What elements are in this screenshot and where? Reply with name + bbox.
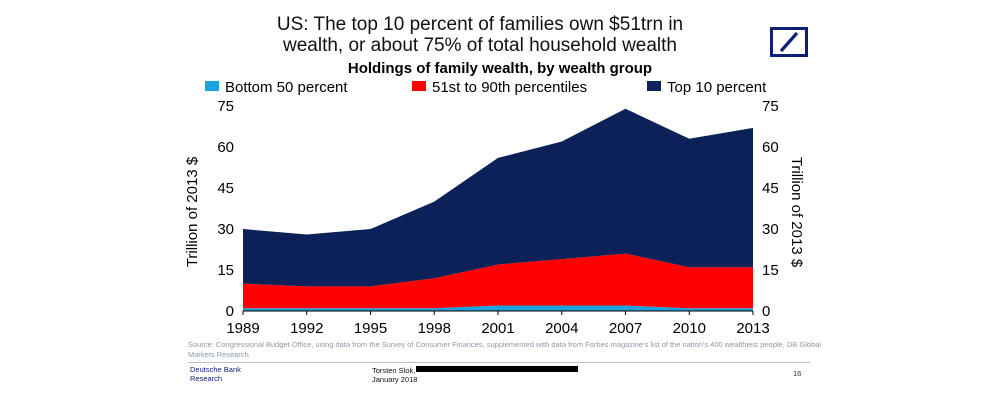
source-note: Source: Congressional Budget Office, usi… — [188, 340, 822, 359]
right-y-tick-label: 45 — [762, 180, 779, 197]
chart-title: Holdings of family wealth, by wealth gro… — [347, 60, 653, 77]
legend-swatch — [647, 81, 661, 91]
left-y-tick-label: 75 — [217, 98, 234, 115]
headline-line-1: US: The top 10 percent of families own $… — [276, 14, 684, 35]
footer-divider — [188, 362, 810, 363]
right-y-axis-ticks: 0 15 30 45 60 75 — [762, 98, 779, 320]
left-y-tick-label: 45 — [217, 180, 234, 197]
legend-item-top-10: Top 10 percent — [647, 79, 766, 96]
legend-swatch — [412, 81, 426, 91]
x-tick-label: 1998 — [418, 320, 451, 337]
area-series-51st-to-90th-percentiles — [243, 253, 753, 309]
legend-label: Top 10 percent — [667, 79, 767, 96]
left-y-tick-label: 0 — [226, 303, 234, 320]
chart-legend: Bottom 50 percent 51st to 90th percentil… — [205, 79, 805, 99]
x-tick-label: 2007 — [609, 320, 642, 337]
x-tick-label: 2004 — [545, 320, 578, 337]
area-chart: 0 15 30 45 60 75 0 15 30 45 60 75 1989 1992 1995 1998… — [184, 98, 805, 337]
left-y-axis-label: Trillion of 2013 $ — [184, 156, 201, 267]
left-y-axis-ticks: 0 15 30 45 60 75 — [217, 98, 234, 320]
area-series-top-10-percent — [243, 108, 753, 287]
footer-author-block: Torsten Slok, January 2018 — [372, 366, 417, 384]
page-number: 16 — [793, 369, 802, 378]
right-y-tick-label: 60 — [762, 139, 779, 156]
footer-brand-line-1: Deutsche Bank — [190, 365, 241, 374]
publication-date: January 2018 — [372, 375, 418, 384]
deutsche-bank-logo — [770, 27, 808, 57]
legend-item-51-90: 51st to 90th percentiles — [412, 79, 587, 96]
legend-label: Bottom 50 percent — [225, 79, 348, 96]
left-y-tick-label: 30 — [217, 221, 234, 238]
headline-line-2: wealth, or about 75% of total household … — [283, 35, 677, 56]
left-y-tick-label: 15 — [217, 262, 234, 279]
right-y-tick-label: 30 — [762, 221, 779, 238]
x-tick-label: 2010 — [673, 320, 706, 337]
right-y-axis-label: Trillion of 2013 $ — [788, 157, 805, 268]
footer-brand-line-2: Research — [190, 374, 223, 383]
chart-headline: US: The top 10 percent of families own $… — [200, 14, 760, 56]
redaction-bar — [416, 366, 578, 372]
x-axis-ticks: 1989 1992 1995 1998 2001 2004 2007 2010 2013 — [226, 311, 770, 337]
author-name: Torsten Slok, — [372, 366, 416, 375]
x-tick-label: 1989 — [226, 320, 259, 337]
legend-label: 51st to 90th percentiles — [432, 79, 588, 96]
legend-swatch — [205, 81, 219, 91]
x-tick-label: 2001 — [481, 320, 514, 337]
x-tick-label: 1995 — [354, 320, 387, 337]
right-y-tick-label: 0 — [762, 303, 770, 320]
area-layer — [243, 108, 753, 311]
right-y-tick-label: 75 — [762, 98, 779, 115]
left-y-tick-label: 60 — [217, 139, 234, 156]
x-tick-label: 2013 — [736, 320, 769, 337]
right-y-tick-label: 15 — [762, 262, 779, 279]
footer-brand: Deutsche Bank Research — [190, 365, 241, 383]
legend-item-bottom-50: Bottom 50 percent — [205, 79, 348, 96]
x-tick-label: 1992 — [290, 320, 323, 337]
area-series-bottom-50-percent — [243, 305, 753, 311]
